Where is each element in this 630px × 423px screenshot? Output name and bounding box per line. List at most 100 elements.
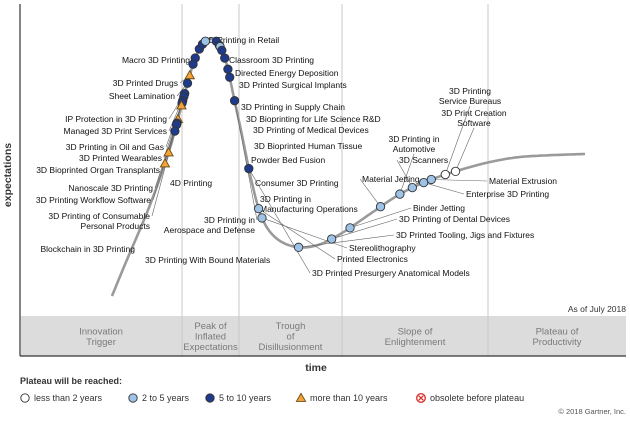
label-3d-printing-with-bound-materials: 3D Printing With Bound Materials <box>145 255 270 265</box>
label-3d-printed-wearables: 3D Printed Wearables <box>79 153 162 163</box>
label-3d-printed-drugs: 3D Printed Drugs <box>113 78 178 88</box>
legend-marker-5-to-10-years <box>205 393 215 403</box>
legend-label-obsolete-before-plateau: obsolete before plateau <box>430 393 524 403</box>
label-directed-energy-deposition: Directed Energy Deposition <box>235 68 339 78</box>
label-consumer-3d-printing: Consumer 3D Printing <box>255 178 339 188</box>
marker-3d-scanners <box>407 182 417 193</box>
label-4d-printing: 4D Printing <box>170 178 212 188</box>
marker-binder-jetting <box>345 223 355 233</box>
leader-line-3d-scanners <box>396 159 413 188</box>
marker-enterprise-3d-printing <box>419 177 429 188</box>
marker-blockchain-in-3d-printing <box>163 146 174 157</box>
leader-line-material-extrusion <box>431 179 488 182</box>
leader-line-binder-jetting <box>349 207 412 229</box>
label-sheet-lamination: Sheet Lamination <box>109 91 175 101</box>
marker-3d-printing-in-automotive <box>395 189 405 199</box>
marker-3d-printing-service-bureaus <box>440 169 450 180</box>
label-3d-bioprinted-organ-transplants: 3D Bioprinted Organ Transplants <box>36 165 160 175</box>
label-3d-printing-in-automotive: 3D Printing in Automotive <box>388 134 439 154</box>
phase-band <box>21 316 626 356</box>
label-3d-printing-of-medical-devices: 3D Printing of Medical Devices <box>253 125 369 135</box>
legend-label-5-to-10-years: 5 to 10 years <box>219 393 272 403</box>
y-axis-label: expectations <box>2 143 14 207</box>
legend-marker-obsolete-before-plateau-cross-b <box>418 395 424 401</box>
leader-line-3d-print-creation-software <box>455 127 475 172</box>
label-3d-printing-of-consumable-personal-products: 3D Printing of Consumable Personal Produc… <box>48 211 150 231</box>
x-axis-label: time <box>305 362 327 374</box>
marker-3d-printed-drugs <box>184 69 196 80</box>
leader-line-3d-printing-of-dental-devices <box>331 218 398 240</box>
legend-title: Plateau will be reached: <box>20 376 122 386</box>
marker-powder-bed-fusion <box>220 53 230 63</box>
label-ip-protection-in-3d-printing: IP Protection in 3D Printing <box>65 114 167 124</box>
marker-sheet-lamination <box>182 78 193 88</box>
label-macro-3d-printing: Macro 3D Printing <box>122 55 190 65</box>
marker-3d-bioprinted-organ-transplants <box>176 100 187 110</box>
label-powder-bed-fusion: Powder Bed Fusion <box>251 155 325 165</box>
phase-label-trough-of-disillusionment: Trough of Disillusionment <box>259 321 323 353</box>
marker-macro-3d-printing <box>188 59 198 69</box>
label-nanoscale-3d-printing: Nanoscale 3D Printing <box>68 183 153 193</box>
marker-3d-printing-in-manufacturing-operations <box>225 72 235 82</box>
label-3d-bioprinted-human-tissue: 3D Bioprinted Human Tissue <box>254 141 362 151</box>
legend-marker-2-to-5-years <box>128 393 138 403</box>
label-3d-printing-of-dental-devices: 3D Printing of Dental Devices <box>399 214 510 224</box>
marker-3d-printed-surgical-implants <box>200 36 211 46</box>
phase-label-plateau-of-productivity: Plateau of Productivity <box>532 326 581 348</box>
marker-3d-printing-of-consumable-personal-products <box>170 126 180 136</box>
label-3d-printing-in-manufacturing-operations: 3D Printing in Manufacturing Operations <box>260 194 358 214</box>
label-3d-printing-workflow-software: 3D Printing Workflow Software <box>36 195 151 205</box>
legend-marker-more-than-10-years <box>295 392 307 402</box>
phase-label-peak-of-inflated-expectations: Peak of Inflated Expectations <box>183 321 238 353</box>
label-3d-printing-in-oil-and-gas: 3D Printing in Oil and Gas <box>66 142 164 152</box>
label-material-extrusion: Material Extrusion <box>489 176 557 186</box>
as-of-note: As of July 2018 <box>568 304 626 314</box>
phase-label-innovation-trigger: Innovation Trigger <box>79 326 123 348</box>
leader-line-3d-printed-tooling-jigs-and-fixtures <box>298 234 395 248</box>
legend-marker-obsolete-before-plateau <box>416 393 427 404</box>
label-3d-printing-in-aerospace-and-defense: 3D Printing in Aerospace and Defense <box>164 215 255 235</box>
legend-label-2-to-5-years: 2 to 5 years <box>142 393 190 403</box>
marker-consumer-3d-printing <box>223 64 233 74</box>
label-enterprise-3d-printing: Enterprise 3D Printing <box>466 189 549 199</box>
leader-line-3d-printed-presurgery-anatomical-models <box>248 168 311 274</box>
leader-line-material-jetting <box>359 178 381 207</box>
label-3d-printed-presurgery-anatomical-models: 3D Printed Presurgery Anatomical Models <box>312 268 470 278</box>
legend-marker-less-than-2-years <box>20 393 30 403</box>
label-3d-printing-service-bureaus: 3D Printing Service Bureaus <box>439 86 501 106</box>
legend-label-more-than-10-years: more than 10 years <box>310 393 388 403</box>
leader-line-enterprise-3d-printing <box>423 182 465 195</box>
marker-material-jetting <box>375 202 386 212</box>
marker-stereolithography <box>257 213 267 223</box>
label-3d-printing-in-supply-chain: 3D Printing in Supply Chain <box>241 102 345 112</box>
marker-3d-printing-of-dental-devices <box>327 234 337 244</box>
marker-3d-bioprinted-human-tissue <box>217 45 227 56</box>
label-stereolithography: Stereolithography <box>349 243 416 253</box>
label-3d-printed-tooling-jigs-and-fixtures: 3D Printed Tooling, Jigs and Fixtures <box>396 230 534 240</box>
label-managed-3d-print-services: Managed 3D Print Services <box>64 126 167 136</box>
marker-3d-print-creation-software <box>450 166 461 176</box>
copyright-note: © 2018 Gartner, Inc. <box>558 407 626 416</box>
leader-line-3d-printing-service-bureaus <box>445 105 471 175</box>
label-blockchain-in-3d-printing: Blockchain in 3D Printing <box>41 244 136 254</box>
phase-label-slope-of-enlightenment: Slope of Enlightenment <box>385 326 446 348</box>
marker-3d-printed-presurgery-anatomical-models <box>244 163 254 174</box>
leader-line-printed-electronics <box>258 208 336 260</box>
leader-line-3d-printing-in-automotive <box>399 153 415 195</box>
marker-3d-printing-in-aerospace-and-defense <box>229 96 240 106</box>
marker-3d-printing-with-bound-materials <box>159 157 171 168</box>
label-3d-print-creation-software: 3D Print Creation Software <box>441 108 506 128</box>
label-3d-printed-surgical-implants: 3D Printed Surgical Implants <box>239 80 347 90</box>
label-material-jetting: Material Jetting <box>362 174 420 184</box>
label-3d-printing-in-retail: 3D Printing in Retail <box>204 35 279 45</box>
label-binder-jetting: Binder Jetting <box>413 203 465 213</box>
legend-label-less-than-2-years: less than 2 years <box>34 393 103 403</box>
marker-printed-electronics <box>253 203 264 214</box>
leader-line-3d-printing-in-aerospace-and-defense <box>234 100 258 221</box>
label-3d-scanners: 3D Scanners <box>399 155 448 165</box>
label-printed-electronics: Printed Electronics <box>337 254 408 264</box>
leader-line-3d-printing-of-consumable-personal-products <box>151 131 176 217</box>
marker-material-extrusion <box>426 174 436 185</box>
